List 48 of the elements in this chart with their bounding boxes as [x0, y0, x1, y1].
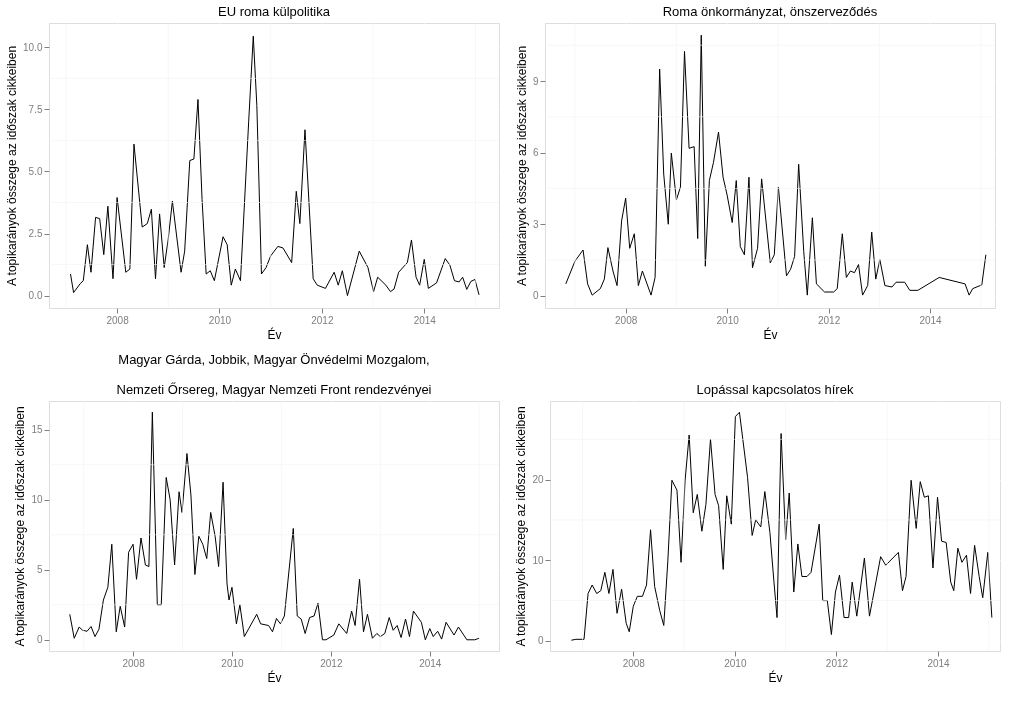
y-tick-label: 10.0 — [23, 41, 43, 53]
x-axis-title: Év — [768, 669, 783, 685]
x-tick-label: 2010 — [208, 314, 232, 326]
y-tick-label: 9 — [532, 75, 539, 87]
x-tick-label: 2012 — [311, 314, 334, 326]
x-tick-label: 2008 — [622, 657, 646, 669]
chart-title: EU roma külpolitika — [218, 3, 331, 19]
y-tick-label: 7.5 — [28, 103, 43, 115]
x-tick-label: 2010 — [221, 657, 245, 669]
y-tick-label: 0.0 — [28, 290, 43, 302]
x-tick-label: 2012 — [817, 314, 841, 326]
x-axis-title: Év — [763, 326, 778, 342]
chart-title: Lopással kapcsolatos hírek — [696, 381, 854, 397]
y-tick-label: 0 — [537, 635, 544, 647]
x-tick-label: 2010 — [716, 314, 740, 326]
y-tick-label: 15 — [31, 424, 43, 436]
y-axis-title: A topikarányok összege az időszak cikkeiben — [514, 45, 529, 287]
x-tick-label: 2014 — [927, 657, 951, 669]
chart-title: Roma önkormányzat, önszerveződés — [662, 3, 878, 19]
x-axis-title: Év — [267, 326, 282, 342]
chart-title: Magyar Gárda, Jobbik, Magyar Önvédelmi Mozgalom, Nemzeti Őrsereg, Magyar Nemzeti Front rendezvényei — [116, 351, 432, 397]
y-tick-label: 0 — [532, 290, 539, 302]
x-tick-label: 2008 — [106, 314, 130, 326]
y-tick-label: 3 — [532, 218, 539, 230]
x-tick-label: 2014 — [419, 657, 442, 669]
y-tick-label: 20 — [532, 474, 544, 486]
y-tick-label: 10 — [31, 494, 43, 506]
line-series — [570, 411, 993, 641]
y-axis-title: A topikarányok összege az időszak cikkeiben — [13, 406, 28, 647]
x-tick-label: 2010 — [724, 657, 747, 669]
y-tick-label: 10 — [532, 554, 544, 566]
x-tick-label: 2012 — [825, 657, 849, 669]
y-tick-label: 6 — [532, 147, 539, 159]
x-tick-label: 2012 — [320, 657, 343, 669]
line-series — [565, 34, 987, 296]
y-tick-label: 0 — [36, 634, 43, 646]
y-axis-title: A topikarányok összege az időszak cikkeiben — [514, 406, 529, 647]
x-tick-label: 2014 — [413, 314, 437, 326]
line-series — [69, 411, 480, 641]
x-tick-label: 2014 — [919, 314, 943, 326]
y-axis-title: A topikarányok összege az időszak cikkeiben — [5, 45, 20, 287]
y-tick-label: 5 — [36, 564, 43, 576]
y-tick-label: 5.0 — [28, 165, 43, 177]
x-axis-title: Év — [267, 669, 282, 685]
y-tick-label: 2.5 — [28, 228, 43, 240]
line-series — [70, 35, 480, 297]
x-tick-label: 2008 — [615, 314, 638, 326]
x-tick-label: 2008 — [122, 657, 146, 669]
